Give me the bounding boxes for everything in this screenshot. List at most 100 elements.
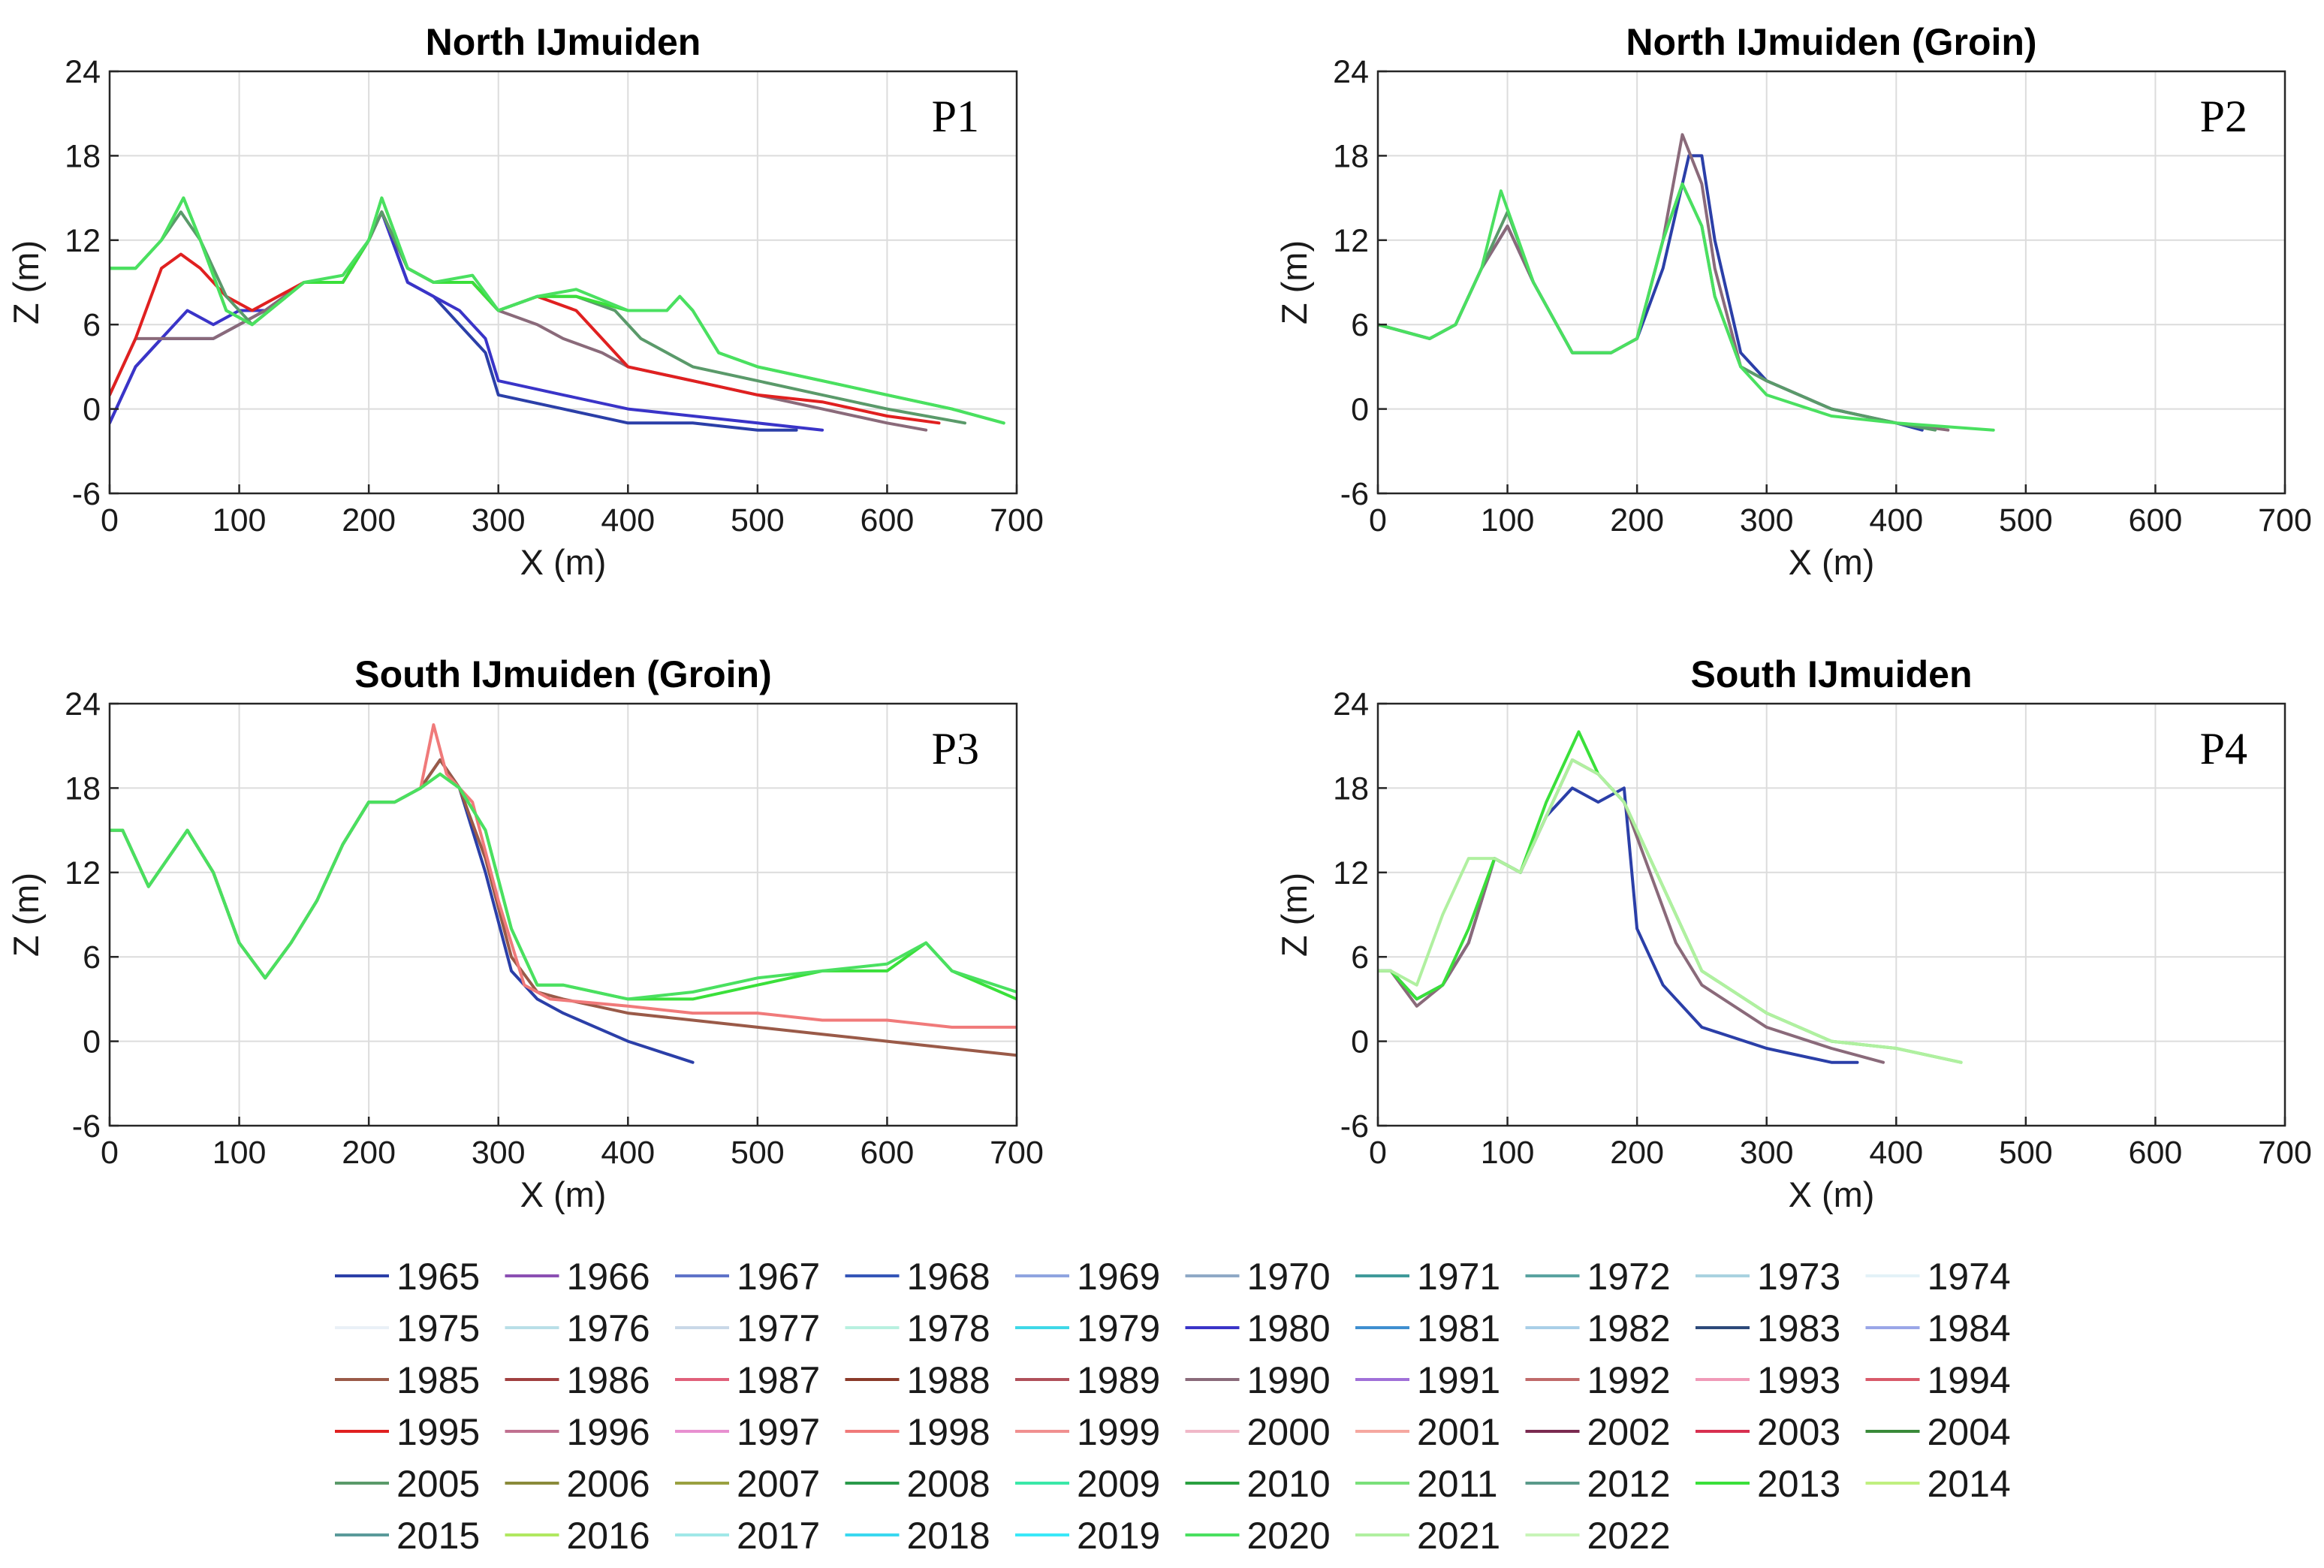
series-group [110, 723, 1017, 1064]
legend-item-1999: 1999 [1015, 1411, 1160, 1453]
x-tick-label: 600 [2129, 1135, 2183, 1171]
legend-label: 1995 [396, 1411, 480, 1453]
legend-item-2012: 2012 [1525, 1463, 1671, 1505]
legend-label: 1980 [1247, 1307, 1331, 1349]
chart-title: North IJmuiden [426, 21, 701, 63]
x-tick-label: 0 [1369, 1135, 1387, 1171]
legend-item-1970: 1970 [1185, 1256, 1331, 1298]
legend-item-2007: 2007 [675, 1463, 820, 1505]
y-tick-label: 0 [83, 392, 101, 428]
y-tick-label: 24 [1333, 686, 1369, 722]
legend-label: 1978 [907, 1307, 990, 1349]
legend: 1965 1966 1967 1968 1969 1970 1971 1972 1973 1974… [335, 1256, 2011, 1557]
legend-label: 2002 [1587, 1411, 1671, 1453]
legend-label: 1973 [1757, 1256, 1840, 1298]
legend-item-2017: 2017 [675, 1515, 820, 1557]
legend-label: 2016 [567, 1515, 650, 1557]
legend-item-1992: 1992 [1525, 1359, 1671, 1401]
legend-item-2019: 2019 [1015, 1515, 1160, 1557]
legend-item-2015: 2015 [335, 1515, 480, 1557]
legend-item-1994: 1994 [1865, 1359, 2011, 1401]
x-tick-label: 600 [2129, 502, 2183, 538]
legend-label: 2015 [396, 1515, 480, 1557]
chart-title: North IJmuiden (Groin) [1626, 21, 2036, 63]
legend-item-2005: 2005 [335, 1463, 480, 1505]
x-tick-label: 700 [990, 1135, 1044, 1171]
x-tick-label: 700 [2258, 502, 2312, 538]
x-tick-label: 0 [101, 1135, 119, 1171]
x-tick-label: 500 [731, 1135, 785, 1171]
y-tick-label: 12 [1333, 855, 1369, 891]
legend-item-2008: 2008 [845, 1463, 990, 1505]
series-line-2021 [1378, 758, 1963, 1064]
legend-label: 1985 [396, 1359, 480, 1401]
legend-label: 1991 [1417, 1359, 1500, 1401]
x-tick-label: 0 [101, 502, 119, 538]
x-tick-label: 400 [1869, 1135, 1923, 1171]
legend-item-1993: 1993 [1696, 1359, 1840, 1401]
legend-item-2009: 2009 [1015, 1463, 1160, 1505]
y-tick-label: -6 [1340, 1108, 1369, 1144]
legend-label: 2014 [1928, 1463, 2011, 1505]
x-tick-label: 200 [342, 502, 396, 538]
legend-label: 1977 [737, 1307, 820, 1349]
legend-label: 2013 [1757, 1463, 1840, 1505]
x-tick-label: 200 [1610, 1135, 1664, 1171]
legend-label: 1994 [1928, 1359, 2011, 1401]
y-tick-label: -6 [72, 476, 101, 512]
x-tick-label: 400 [601, 1135, 655, 1171]
legend-label: 2001 [1417, 1411, 1500, 1453]
y-tick-label: 24 [65, 686, 101, 722]
legend-item-2022: 2022 [1525, 1515, 1671, 1557]
legend-label: 1983 [1757, 1307, 1840, 1349]
axis-box [108, 70, 1018, 495]
legend-item-1997: 1997 [675, 1411, 820, 1453]
y-tick-label: -6 [1340, 476, 1369, 512]
legend-item-1983: 1983 [1696, 1307, 1840, 1349]
legend-label: 2018 [907, 1515, 990, 1557]
legend-label: 1972 [1587, 1256, 1671, 1298]
y-tick-label: 6 [83, 939, 101, 975]
plot-area [1378, 71, 2285, 493]
legend-item-1967: 1967 [675, 1256, 820, 1298]
legend-item-1974: 1974 [1865, 1256, 2011, 1298]
x-tick-label: 300 [472, 1135, 526, 1171]
legend-label: 1970 [1247, 1256, 1331, 1298]
legend-label: 1975 [396, 1307, 480, 1349]
legend-label: 1998 [907, 1411, 990, 1453]
axis-box [1376, 702, 2286, 1127]
chart-title: South IJmuiden (Groin) [354, 653, 772, 695]
legend-label: 2004 [1928, 1411, 2011, 1453]
panel-label: P4 [2200, 724, 2247, 773]
x-tick-label: 200 [1610, 502, 1664, 538]
legend-item-1985: 1985 [335, 1359, 480, 1401]
legend-label: 2022 [1587, 1515, 1671, 1557]
y-tick-label: 18 [1333, 138, 1369, 174]
legend-label: 2019 [1077, 1515, 1160, 1557]
legend-label: 2007 [737, 1463, 820, 1505]
legend-label: 2006 [567, 1463, 650, 1505]
legend-item-1966: 1966 [505, 1256, 650, 1298]
legend-item-1977: 1977 [675, 1307, 820, 1349]
y-tick-label: 12 [65, 223, 101, 259]
legend-item-2004: 2004 [1865, 1411, 2011, 1453]
legend-item-1972: 1972 [1525, 1256, 1671, 1298]
x-axis-label: X (m) [1789, 542, 1875, 582]
legend-label: 1968 [907, 1256, 990, 1298]
legend-item-2013: 2013 [1696, 1463, 1840, 1505]
panel-label: P3 [932, 724, 979, 773]
x-tick-label: 0 [1369, 502, 1387, 538]
legend-item-1980: 1980 [1185, 1307, 1331, 1349]
legend-item-1986: 1986 [505, 1359, 650, 1401]
x-tick-label: 300 [1740, 502, 1794, 538]
x-tick-label: 700 [990, 502, 1044, 538]
x-axis-label: X (m) [1789, 1174, 1875, 1214]
axis-box [1376, 70, 2286, 495]
y-tick-label: 0 [1351, 392, 1369, 428]
axis-box [108, 702, 1018, 1127]
y-tick-label: 18 [65, 138, 101, 174]
x-tick-label: 500 [731, 502, 785, 538]
legend-item-1969: 1969 [1015, 1256, 1160, 1298]
